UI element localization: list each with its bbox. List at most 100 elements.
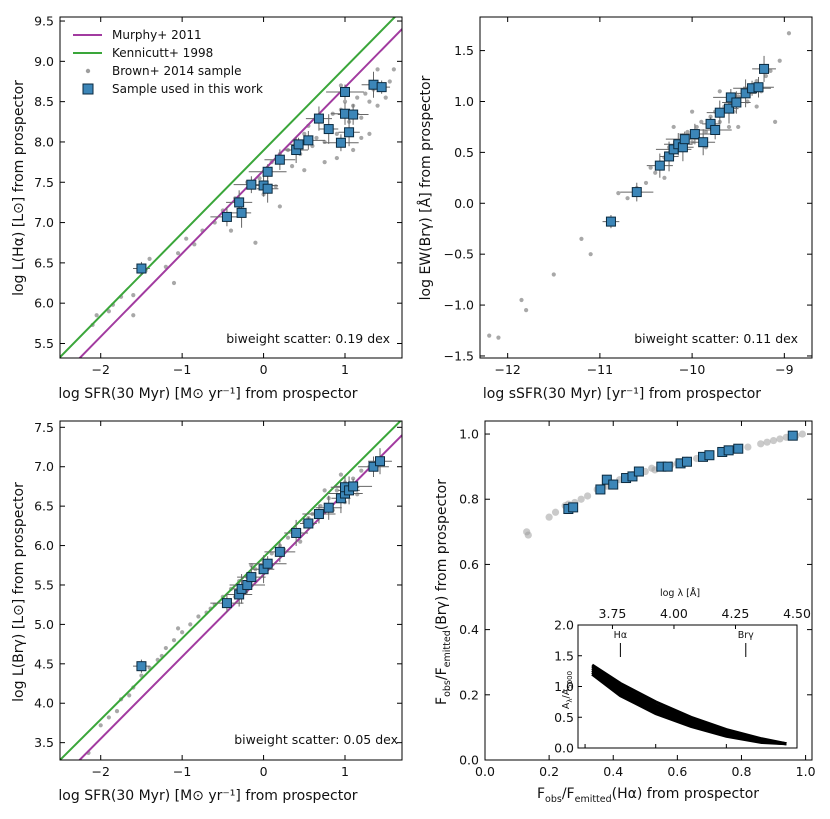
- inset-y-axis-label: Aλ/A5000: [561, 671, 574, 709]
- brown-point: [334, 155, 339, 161]
- y-tick-label: −0.5: [444, 247, 474, 262]
- brown-point: [114, 709, 120, 714]
- attenuation-curve: [591, 673, 787, 746]
- brown-point: [351, 147, 356, 153]
- sample-point: [698, 137, 709, 148]
- sample-point: [262, 558, 273, 569]
- brown-point: [383, 95, 388, 100]
- inset-top-axis-label: log λ [Å]: [660, 587, 700, 599]
- y-tick-label: 9.5: [34, 14, 54, 29]
- y-tick-label: 7.0: [34, 215, 54, 230]
- brown-point: [273, 184, 278, 189]
- brown-point: [355, 95, 360, 100]
- legend-kennicutt-label: Kennicutt+ 1998: [112, 46, 213, 60]
- sample-point: [759, 63, 770, 74]
- x-tick-label: 1: [341, 362, 349, 377]
- sample-point: [344, 127, 355, 138]
- sample-point: [568, 502, 579, 513]
- brown-point: [363, 91, 368, 96]
- brown-point: [588, 252, 593, 257]
- sample-point: [631, 187, 642, 198]
- y-tick-label: 7.5: [34, 175, 54, 190]
- brown-point: [757, 440, 765, 448]
- brown-point: [703, 129, 709, 135]
- x-tick-label: 0.8: [732, 764, 752, 779]
- sample-point: [724, 103, 734, 114]
- relation-line-kennicutt: [60, 421, 402, 760]
- x-tick-label: 0.4: [603, 764, 623, 779]
- sample-point: [303, 135, 314, 146]
- sample-point: [679, 134, 690, 145]
- brown-point: [269, 551, 274, 556]
- brown-point: [285, 535, 291, 540]
- inset-y-tick-label: 1.0: [554, 679, 574, 694]
- brown-point: [717, 89, 722, 94]
- brown-point: [277, 204, 282, 209]
- sample-point: [689, 129, 700, 140]
- sample-point: [348, 109, 359, 120]
- brown-point: [487, 333, 492, 338]
- brown-point: [367, 99, 372, 104]
- inset-attenuation-curves: 0.0 0.5 1.0 1.5 2.0 3.75 4.00 4.25 4.50 Hα Brγ l…: [554, 587, 811, 756]
- y-tick-label: 5.5: [34, 577, 54, 592]
- sample-point: [221, 598, 232, 609]
- sample-point: [704, 450, 715, 461]
- y-tick-label: −1.5: [444, 348, 474, 363]
- legend-murphy-label: Murphy+ 2011: [112, 28, 202, 42]
- brown-point: [334, 131, 339, 136]
- sample-point: [725, 92, 736, 103]
- brown-point: [338, 472, 344, 477]
- brown-point: [708, 114, 713, 119]
- scatter-annotation: biweight scatter: 0.05 dex: [234, 732, 398, 747]
- brown-point: [106, 715, 111, 720]
- sample-point: [323, 124, 334, 135]
- brown-point: [314, 135, 319, 141]
- sample-point: [274, 546, 285, 557]
- x-tick-label: −2: [91, 764, 109, 779]
- brown-point: [754, 104, 759, 109]
- brown-point: [769, 436, 778, 445]
- brown-point: [625, 196, 630, 201]
- brown-point: [768, 68, 773, 74]
- x-tick-label: 1.0: [796, 764, 816, 779]
- brown-point: [163, 645, 168, 651]
- legend: Murphy+ 2011 Kennicutt+ 1998 Brown+ 2014…: [73, 28, 263, 96]
- brown-point: [359, 115, 364, 120]
- sample-point: [376, 82, 387, 93]
- brown-point: [726, 124, 732, 130]
- panel-attenuation-ratio: 0.0 0.2 0.4 0.6 0.8 1.0 0.0 0.2 0.4 0.6 0.8 1.0 Fob…: [434, 420, 816, 805]
- sample-point: [787, 430, 798, 441]
- brown-point: [773, 119, 778, 124]
- brown-point: [648, 165, 653, 170]
- brown-point: [249, 563, 254, 568]
- y-axis-label: log L(Hα) [L⊙] from prospector: [11, 80, 27, 296]
- sample-point: [236, 207, 247, 218]
- inset-top-tick-label: 4.50: [783, 606, 811, 621]
- sample-point: [246, 179, 257, 190]
- brown-point: [322, 488, 327, 493]
- inset-top-tick-label: 3.75: [599, 606, 627, 621]
- sample-point: [348, 481, 359, 492]
- brown-point: [171, 280, 177, 286]
- brown-point: [375, 67, 380, 72]
- x-tick-label: 1: [341, 764, 349, 779]
- sample-point: [654, 160, 665, 171]
- brown-point: [671, 124, 676, 130]
- x-tick-label: −1: [173, 764, 191, 779]
- brown-point: [754, 79, 759, 84]
- sample-point: [313, 509, 324, 520]
- y-tick-label: 6.5: [34, 255, 54, 270]
- axes-frame: [484, 420, 813, 761]
- x-tick-label: −2: [91, 362, 109, 377]
- inset-top-tick-label: 4.00: [660, 606, 688, 621]
- y-tick-label: 1.5: [454, 43, 474, 58]
- brown-point: [648, 464, 656, 472]
- y-tick-label: 7.0: [34, 459, 54, 474]
- legend-sample-marker: [82, 83, 94, 95]
- y-tick-label: 5.5: [34, 336, 54, 351]
- y-tick-label: 6.0: [34, 538, 54, 553]
- panel-ew-vs-ssfr: −12 −11 −10 −9 −1.5 −1.0 −0.5 0.0 0.5 1.0 1.5 biwe…: [417, 16, 813, 402]
- brown-point: [355, 492, 360, 497]
- brown-point: [196, 614, 201, 619]
